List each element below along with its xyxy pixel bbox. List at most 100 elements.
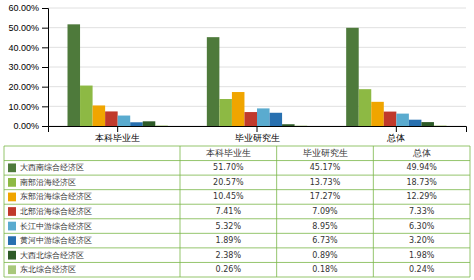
- y-tick-mark: [42, 47, 48, 48]
- table-border: [4, 233, 470, 234]
- bar: [409, 120, 422, 126]
- x-tick: 本科毕业生: [95, 126, 140, 143]
- bar: [130, 122, 143, 126]
- table-swatch: [8, 251, 16, 260]
- table-border: [276, 146, 277, 277]
- x-tick-label: 总体: [386, 133, 405, 143]
- y-tick: 50.00%: [8, 23, 48, 33]
- table-value: 6.73%: [312, 236, 338, 245]
- table-series-name: 东北综合经济区: [20, 265, 76, 274]
- table-header: 本科毕业生: [206, 148, 251, 158]
- table-value: 7.33%: [409, 207, 435, 216]
- y-tick-mark: [42, 28, 48, 29]
- table-swatch: [8, 193, 16, 202]
- table-border: [4, 189, 470, 190]
- y-tick-mark: [42, 126, 48, 127]
- chart-container: 0.00% 10.00% 20.00% 30.00% 40.00% 50.00% 60.00…: [0, 0, 474, 280]
- y-tick-mark: [42, 8, 48, 9]
- table-value: 8.95%: [312, 222, 338, 231]
- bar: [257, 108, 270, 126]
- table-value: 2.38%: [216, 251, 242, 260]
- table-border: [4, 247, 470, 248]
- bar: [232, 92, 245, 126]
- y-tick-label: 60.00%: [8, 3, 39, 13]
- table-value: 18.73%: [406, 178, 437, 187]
- y-tick: 30.00%: [8, 62, 48, 72]
- bar: [396, 114, 409, 126]
- table-value: 51.70%: [213, 163, 244, 172]
- table-value: 5.32%: [216, 222, 242, 231]
- y-tick-label: 0.00%: [13, 121, 39, 131]
- table-series-name: 北部沿海综合经济区: [20, 207, 92, 216]
- table-border: [4, 218, 470, 219]
- chart-svg: 0.00% 10.00% 20.00% 30.00% 40.00% 50.00% 60.00…: [0, 0, 474, 280]
- table-value: 3.20%: [409, 236, 435, 245]
- bar: [155, 125, 168, 126]
- table-series-name: 长江中游综合经济区: [20, 222, 92, 231]
- table-value: 49.94%: [406, 163, 437, 172]
- table-border: [4, 175, 470, 176]
- table-value: 6.30%: [409, 222, 435, 231]
- x-tick: 毕业研究生: [235, 126, 280, 143]
- y-tick: 10.00%: [8, 102, 48, 112]
- y-tick-label: 10.00%: [8, 102, 39, 112]
- table-value: 7.41%: [216, 207, 242, 216]
- x-tick-mark: [396, 126, 397, 132]
- data-table: 本科毕业生毕业研究生总体大西南综合经济区51.70%45.17%49.94%南部…: [4, 146, 470, 277]
- y-tick: 60.00%: [8, 3, 48, 13]
- table-value: 0.18%: [312, 265, 338, 274]
- y-axis: 0.00% 10.00% 20.00% 30.00% 40.00% 50.00% 60.00…: [8, 3, 48, 131]
- table-value: 1.98%: [409, 251, 435, 260]
- x-tick-label: 本科毕业生: [95, 133, 140, 143]
- table-value: 0.89%: [312, 251, 338, 260]
- grid-line: [48, 47, 466, 48]
- y-axis-line: [42, 9, 49, 127]
- table-series-name: 黄河中游综合经济区: [20, 236, 92, 245]
- table-border: [4, 146, 5, 277]
- table-value: 45.17%: [310, 163, 341, 172]
- grid-line: [48, 86, 466, 87]
- y-tick: 0.00%: [13, 121, 48, 131]
- x-tick-mark: [117, 126, 118, 132]
- bar: [359, 89, 372, 126]
- bar: [68, 24, 81, 126]
- bar: [282, 124, 295, 126]
- table-swatch: [8, 265, 16, 274]
- table-swatch: [8, 222, 16, 231]
- bar: [295, 125, 308, 126]
- table-swatch: [8, 178, 16, 187]
- bar: [118, 116, 131, 126]
- table-border: [4, 160, 470, 161]
- y-tick-mark: [42, 106, 48, 107]
- grid-line: [48, 67, 466, 68]
- y-tick: 20.00%: [8, 82, 48, 92]
- table-swatch: [8, 236, 16, 245]
- bar: [244, 112, 257, 126]
- grid-line: [48, 8, 466, 9]
- y-tick-label: 20.00%: [8, 82, 39, 92]
- table-value: 10.45%: [213, 192, 244, 201]
- table-header: 总体: [412, 148, 431, 158]
- table-series-name: 大西南综合经济区: [20, 163, 84, 172]
- table-series-name: 南部沿海经济区: [20, 178, 76, 187]
- table-value: 7.09%: [312, 207, 338, 216]
- table-value: 20.57%: [213, 178, 244, 187]
- table-value: 0.26%: [216, 265, 242, 274]
- x-tick: 总体: [386, 126, 405, 143]
- y-tick-mark: [42, 87, 48, 88]
- y-tick-label: 30.00%: [8, 62, 39, 72]
- table-value: 17.27%: [310, 192, 341, 201]
- y-tick-mark: [42, 67, 48, 68]
- x-tick-label: 毕业研究生: [235, 133, 280, 143]
- table-swatch: [8, 163, 16, 172]
- bar: [80, 86, 93, 126]
- table-series-name: 东部沿海综合经济区: [20, 192, 92, 201]
- bar: [143, 121, 156, 126]
- table-border: [373, 146, 374, 277]
- table-border: [4, 262, 470, 263]
- grid-line: [48, 27, 466, 28]
- y-tick-label: 40.00%: [8, 43, 39, 53]
- y-tick: 40.00%: [8, 43, 48, 53]
- bar: [93, 105, 106, 126]
- bar: [207, 37, 220, 126]
